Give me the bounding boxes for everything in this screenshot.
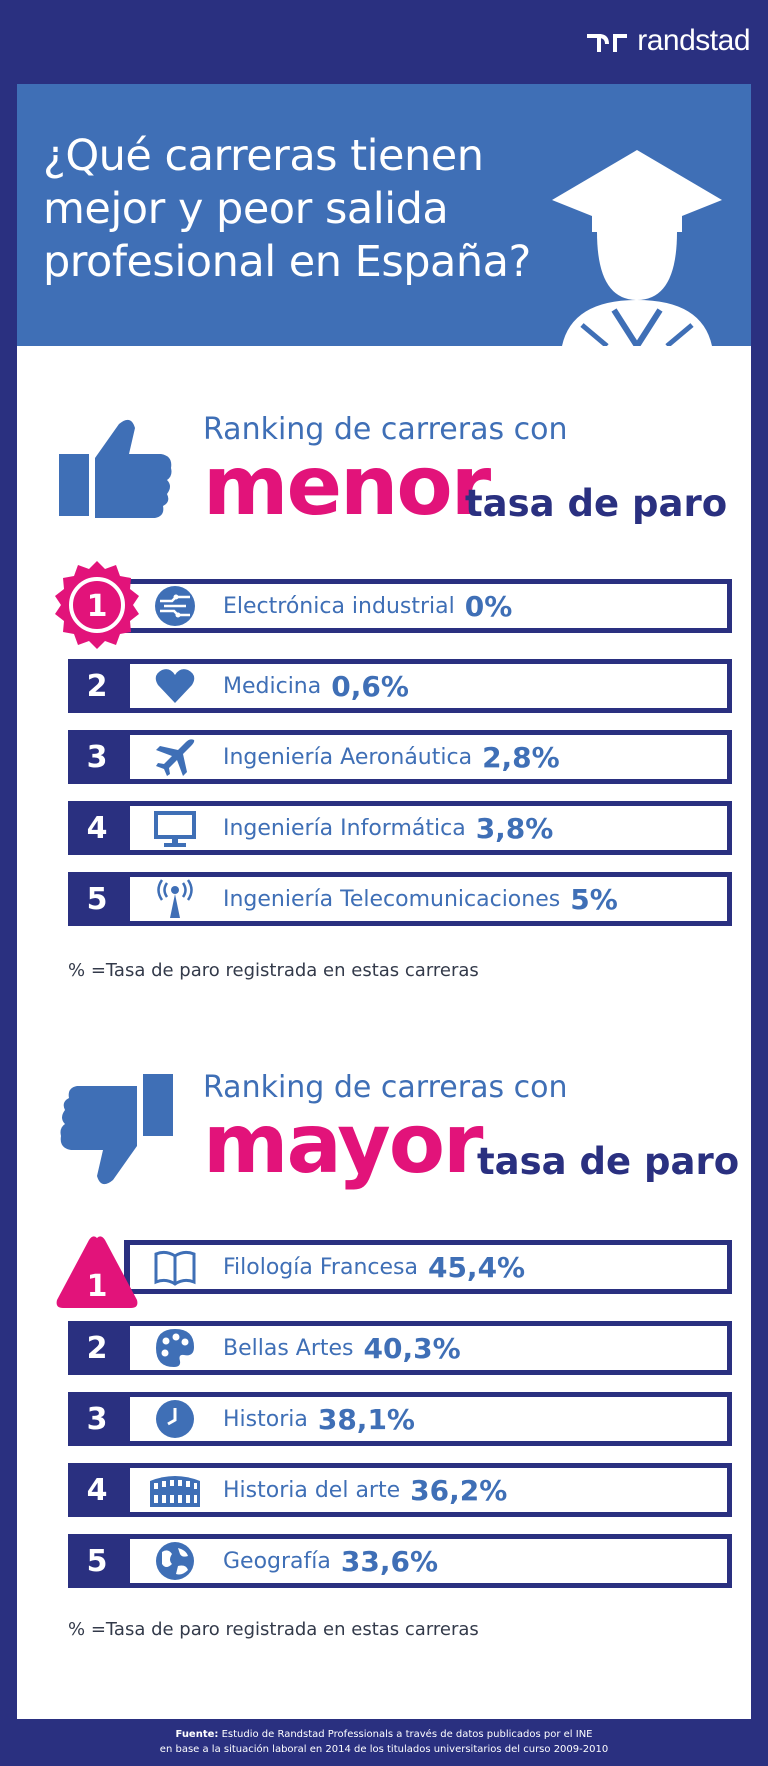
best-head-small: Ranking de carreras con — [203, 412, 568, 447]
career-name: Bellas Artes — [223, 1335, 354, 1361]
best-row-5: 5 Ingeniería Telecomunicaciones 5% — [68, 872, 732, 926]
worst-row-3: 3 Historia 38,1% — [68, 1392, 732, 1446]
career-name: Ingeniería Aeronáutica — [223, 744, 473, 770]
rank-number: 3 — [68, 730, 126, 784]
best-row-3: 3 Ingeniería Aeronáutica 2,8% — [68, 730, 732, 784]
row-frame — [124, 1392, 732, 1446]
title-line-2: mejor y peor salida — [43, 184, 449, 234]
unemployment-rate: 45,4% — [427, 1250, 526, 1284]
rank-number: 2 — [68, 1321, 126, 1375]
rank-1-warning-icon: 1 — [56, 1236, 138, 1308]
randstad-logo: randstad — [585, 24, 750, 58]
worst-row-5: 5 Geografía 33,6% — [68, 1534, 732, 1588]
rank-number: 4 — [68, 1463, 126, 1517]
best-row-2: 2 Medicina 0,6% — [68, 659, 732, 713]
hero-banner: ¿Qué carreras tienen mejor y peor salida… — [17, 84, 751, 346]
worst-footnote: % =Tasa de paro registrada en estas carr… — [68, 1619, 479, 1640]
rank-number: 3 — [68, 1392, 126, 1446]
unemployment-rate: 0% — [464, 589, 513, 623]
row-frame — [124, 579, 732, 633]
rank-number: 2 — [68, 659, 126, 713]
source-text-1: Estudio de Randstad Professionals a trav… — [221, 1729, 593, 1740]
career-name: Ingeniería Informática — [223, 815, 466, 841]
row-frame — [124, 659, 732, 713]
worst-head-big: mayor — [203, 1097, 483, 1192]
monitor-icon — [154, 811, 196, 847]
career-name: Electrónica industrial — [223, 593, 455, 619]
globe-icon — [156, 1542, 194, 1580]
unemployment-rate: 40,3% — [363, 1331, 461, 1365]
row-label: Filología Francesa 45,4% — [223, 1240, 525, 1294]
source-line-2: en base a la situación laboral en 2014 d… — [159, 1744, 609, 1755]
best-footnote: % =Tasa de paro registrada en estas carr… — [68, 960, 479, 981]
randstad-mark-icon — [587, 34, 628, 52]
antenna-icon — [157, 879, 193, 918]
row-frame — [124, 1321, 732, 1375]
worst-rank-1: 1 — [87, 1269, 108, 1304]
rank-number: 5 — [68, 1534, 126, 1588]
career-name: Ingeniería Telecomunicaciones — [223, 886, 561, 912]
career-name: Medicina — [223, 673, 322, 699]
row-frame — [124, 801, 732, 855]
title-line-3: profesional en España? — [43, 237, 531, 287]
row-label: Ingeniería Aeronáutica 2,8% — [223, 730, 560, 784]
best-rank-1: 1 — [87, 589, 108, 624]
row-label: Electrónica industrial 0% — [223, 579, 512, 633]
unemployment-rate: 0,6% — [331, 669, 409, 703]
best-head-tail: tasa de paro — [465, 482, 728, 525]
best-row-4: 4 Ingeniería Informática 3,8% — [68, 801, 732, 855]
row-frame — [124, 1463, 732, 1517]
unemployment-rate: 38,1% — [317, 1402, 415, 1436]
palette-icon — [156, 1329, 194, 1367]
unemployment-rate: 5% — [570, 882, 618, 916]
infographic-card: ¿Qué carreras tienen mejor y peor salida… — [17, 84, 751, 1719]
circuit-icon — [155, 586, 195, 626]
heart-icon — [155, 669, 195, 703]
source-note: Fuente: Estudio de Randstad Professional… — [0, 1727, 768, 1757]
best-section-header: Ranking de carreras con menor tasa de pa… — [17, 412, 751, 532]
worst-section-header: Ranking de carreras con mayor tasa de pa… — [17, 1070, 751, 1190]
rank-number: 4 — [68, 801, 126, 855]
career-name: Historia del arte — [223, 1477, 401, 1503]
row-label: Historia 38,1% — [223, 1392, 415, 1446]
unemployment-rate: 36,2% — [410, 1473, 508, 1507]
row-label: Geografía 33,6% — [223, 1534, 438, 1588]
unemployment-rate: 33,6% — [340, 1544, 439, 1578]
book-icon — [154, 1250, 196, 1286]
graduate-icon — [552, 150, 722, 346]
career-name: Filología Francesa — [223, 1254, 418, 1280]
row-frame — [124, 1240, 732, 1294]
career-name: Geografía — [223, 1548, 331, 1574]
row-label: Ingeniería Telecomunicaciones 5% — [223, 872, 618, 926]
worst-head-small: Ranking de carreras con — [203, 1070, 568, 1105]
career-name: Historia — [223, 1406, 308, 1432]
title-line-1: ¿Qué carreras tienen — [43, 131, 484, 181]
best-row-1: Electrónica industrial 0% — [68, 579, 732, 633]
thumbs-up-icon — [59, 419, 172, 518]
row-frame — [124, 1534, 732, 1588]
worst-head-tail: tasa de paro — [477, 1140, 740, 1183]
source-line-1: Fuente: Estudio de Randstad Professional… — [0, 1727, 768, 1742]
thumbs-down-icon — [60, 1074, 173, 1185]
row-label: Ingeniería Informática 3,8% — [223, 801, 553, 855]
rank-1-badge-icon: 1 — [55, 561, 139, 649]
page-title: ¿Qué carreras tienen mejor y peor salida… — [43, 130, 543, 289]
airplane-icon — [156, 739, 195, 776]
row-label: Historia del arte 36,2% — [223, 1463, 507, 1517]
worst-row-2: 2 Bellas Artes 40,3% — [68, 1321, 732, 1375]
worst-row-4: 4 Historia del arte 36,2% — [68, 1463, 732, 1517]
unemployment-rate: 2,8% — [482, 740, 560, 774]
brand-name: randstad — [637, 24, 750, 57]
row-frame — [124, 872, 732, 926]
row-frame — [124, 730, 732, 784]
colosseum-icon — [150, 1476, 200, 1507]
clock-icon — [156, 1400, 194, 1438]
source-label: Fuente: — [175, 1729, 219, 1740]
row-label: Medicina 0,6% — [223, 659, 409, 713]
best-head-big: menor — [203, 439, 491, 534]
rank-number: 5 — [68, 872, 126, 926]
unemployment-rate: 3,8% — [475, 811, 554, 845]
worst-row-1: Filología Francesa 45,4% — [68, 1240, 732, 1294]
row-label: Bellas Artes 40,3% — [223, 1321, 461, 1375]
